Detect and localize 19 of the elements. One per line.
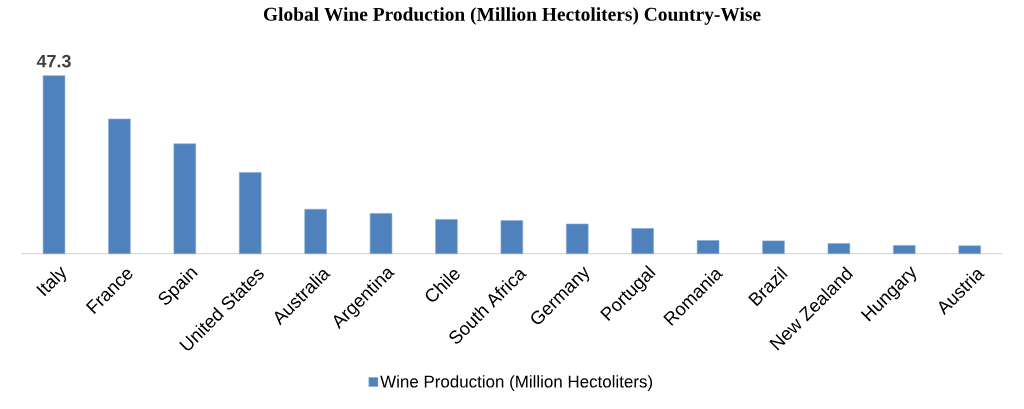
bar <box>500 220 524 254</box>
bar <box>762 240 785 254</box>
x-tick-label: Italy <box>36 266 67 297</box>
data-label: 47.3 <box>36 54 71 68</box>
bar <box>239 172 262 254</box>
bar <box>369 213 393 254</box>
bar <box>435 219 458 254</box>
bar <box>42 75 66 254</box>
chart-title: Global Wine Production (Million Hectoliters) Country-Wise <box>263 7 761 25</box>
legend-label: Wine Production (Million Hectoliters) <box>380 375 653 391</box>
bar <box>108 118 131 254</box>
bar <box>566 223 589 254</box>
bar <box>958 245 981 254</box>
bar <box>304 208 327 254</box>
bar <box>173 143 197 254</box>
bar <box>893 245 916 254</box>
bar <box>696 240 720 254</box>
bar <box>827 243 851 254</box>
bar <box>631 228 654 254</box>
